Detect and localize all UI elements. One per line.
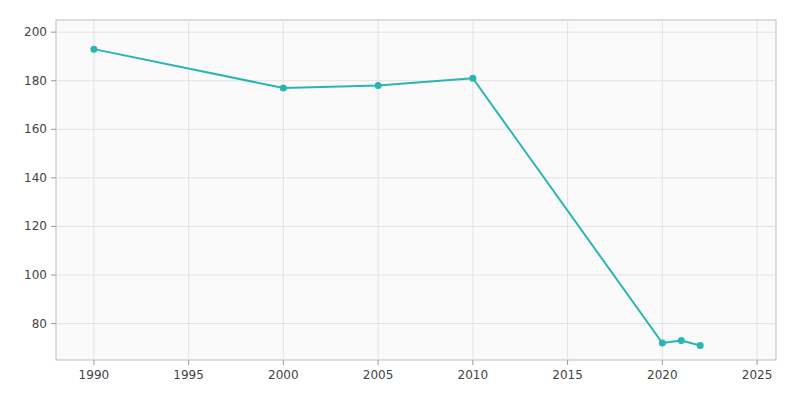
x-grid-line	[662, 20, 663, 360]
x-tick-label: 2020	[647, 368, 678, 382]
point	[469, 75, 476, 82]
x-tick-label: 2010	[458, 368, 489, 382]
y-tick-label: 100	[24, 268, 47, 282]
x-grid-line	[188, 20, 189, 360]
point	[90, 46, 97, 53]
y-grid-line	[56, 323, 776, 324]
x-grid-line	[472, 20, 473, 360]
y-tick-label: 140	[24, 171, 47, 185]
y-tick-label: 120	[24, 219, 47, 233]
x-tick	[757, 360, 758, 365]
point	[659, 340, 666, 347]
x-tick	[378, 360, 379, 365]
axes: 1990 1995 2000 2005 2010 2015 2020 2025 80 100 120…	[24, 25, 772, 382]
x-tick-label: 2000	[268, 368, 299, 382]
y-grid-line	[56, 32, 776, 33]
y-tick	[51, 275, 56, 276]
y-grid-line	[56, 177, 776, 178]
x-tick	[188, 360, 189, 365]
y-grid-line	[56, 226, 776, 227]
point	[280, 85, 287, 92]
x-grid-line	[757, 20, 758, 360]
x-tick	[472, 360, 473, 365]
y-tick-label: 200	[24, 25, 47, 39]
chart-container: 1990 1995 2000 2005 2010 2015 2020 2025 80 100 120…	[0, 0, 800, 400]
data-layer	[90, 46, 703, 349]
line	[94, 49, 700, 345]
x-tick-label: 1990	[79, 368, 110, 382]
y-tick	[51, 129, 56, 130]
y-tick-label: 160	[24, 122, 47, 136]
x-grid-line	[378, 20, 379, 360]
y-tick	[51, 32, 56, 33]
x-tick-label: 2015	[552, 368, 583, 382]
y-tick	[51, 226, 56, 227]
y-tick	[51, 80, 56, 81]
y-grid-line	[56, 129, 776, 130]
x-grid-line	[93, 20, 94, 360]
x-grid-line	[283, 20, 284, 360]
plot-frame	[56, 20, 776, 360]
y-tick	[51, 177, 56, 178]
point	[375, 82, 382, 89]
grid	[56, 20, 776, 360]
point	[697, 342, 704, 349]
x-tick	[567, 360, 568, 365]
y-tick-label: 180	[24, 74, 47, 88]
x-tick-label: 1995	[173, 368, 204, 382]
x-grid-line	[567, 20, 568, 360]
x-tick	[662, 360, 663, 365]
x-tick-label: 2005	[363, 368, 394, 382]
chart-svg: 1990 1995 2000 2005 2010 2015 2020 2025 80 100 120…	[0, 0, 800, 400]
point	[678, 337, 685, 344]
x-tick	[283, 360, 284, 365]
y-grid-line	[56, 275, 776, 276]
y-tick-label: 80	[32, 317, 47, 331]
y-grid-line	[56, 80, 776, 81]
y-tick	[51, 323, 56, 324]
x-tick-label: 2025	[742, 368, 773, 382]
x-tick	[93, 360, 94, 365]
